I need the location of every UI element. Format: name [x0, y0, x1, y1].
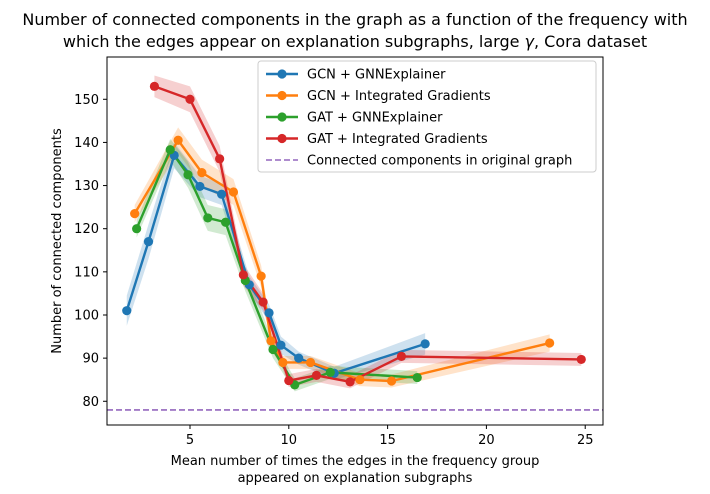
- point-gcn-gnnexplainer-7: [276, 340, 286, 350]
- y-tick-label-120: 120: [74, 222, 99, 237]
- point-gcn-integrated-gradients-10: [545, 338, 555, 348]
- point-gcn-gnnexplainer-3: [195, 181, 205, 192]
- y-tick-label-150: 150: [74, 93, 99, 108]
- x-tick-label-5: 5: [186, 433, 194, 448]
- y-axis-label: Number of connected components: [50, 128, 65, 354]
- point-gat-integrated-gradients-1: [185, 94, 195, 104]
- legend-label-gat-gnnexplainer: GAT + GNNExplainer: [307, 111, 443, 126]
- point-gat-gnnexplainer-0: [132, 224, 142, 234]
- point-gat-integrated-gradients-5: [284, 375, 294, 386]
- legend-marker-gat-gnnexplainer: [277, 112, 287, 122]
- band-gat-integrated-gradients: [154, 75, 582, 389]
- point-gat-gnnexplainer-9: [412, 372, 422, 383]
- y-tick-label-130: 130: [74, 179, 99, 194]
- point-gat-integrated-gradients-2: [215, 154, 225, 164]
- point-gcn-integrated-gradients-3: [228, 187, 239, 197]
- point-gcn-integrated-gradients-9: [386, 376, 397, 386]
- legend-marker-gat-integrated-gradients: [277, 133, 287, 144]
- point-gat-integrated-gradients-3: [238, 270, 248, 280]
- point-gat-integrated-gradients-0: [149, 81, 160, 91]
- point-gcn-gnnexplainer-8: [294, 353, 304, 363]
- legend-label-connected-components-in-original-graph: Connected components in original graph: [307, 154, 572, 169]
- point-gcn-integrated-gradients-4: [256, 271, 266, 281]
- point-gcn-integrated-gradients-2: [197, 168, 207, 178]
- y-tick-label-90: 90: [82, 352, 99, 367]
- y-tick-label-100: 100: [74, 308, 99, 323]
- point-gat-integrated-gradients-8: [396, 351, 407, 362]
- line-gat-integrated-gradients: [154, 85, 582, 384]
- legend-label-gcn-integrated-gradients: GCN + Integrated Gradients: [307, 89, 491, 104]
- legend-label-gcn-gnnexplainer: GCN + GNNExplainer: [307, 68, 446, 83]
- point-gat-gnnexplainer-2: [183, 170, 193, 180]
- point-gat-integrated-gradients-9: [576, 354, 586, 365]
- x-tick-label-25: 25: [577, 433, 594, 448]
- point-gcn-integrated-gradients-7: [305, 357, 316, 368]
- point-gat-integrated-gradients-6: [311, 370, 322, 380]
- x-tick-label-10: 10: [281, 433, 298, 448]
- point-gcn-integrated-gradients-0: [130, 209, 140, 219]
- legend: GCN + GNNExplainer GCN + Integrated Gradi…: [257, 60, 597, 173]
- point-gcn-gnnexplainer-1: [143, 237, 154, 247]
- point-gcn-integrated-gradients-8: [355, 375, 365, 385]
- point-gat-gnnexplainer-1: [165, 145, 175, 155]
- point-gat-gnnexplainer-3: [203, 213, 213, 223]
- line-gat-gnnexplainer: [135, 148, 418, 387]
- point-gcn-gnnexplainer-6: [264, 308, 274, 318]
- y-tick-label-110: 110: [74, 265, 99, 280]
- point-gcn-integrated-gradients-6: [278, 357, 288, 368]
- point-gcn-gnnexplainer-4: [217, 189, 227, 199]
- point-gcn-gnnexplainer-0: [122, 306, 132, 316]
- point-gat-integrated-gradients-4: [258, 297, 268, 307]
- point-gat-integrated-gradients-7: [345, 377, 355, 387]
- x-tick-label-15: 15: [379, 433, 396, 448]
- chart-title-line2: which the edges appear on explanation su…: [63, 32, 647, 51]
- x-axis-label-line1: Mean number of times the edges in the fr…: [171, 454, 540, 469]
- legend-marker-gcn-integrated-gradients: [277, 90, 287, 101]
- x-axis-label-line2: appeared on explanation subgraphs: [238, 471, 473, 486]
- chart-title-line1: Number of connected components in the gr…: [22, 10, 687, 29]
- x-tick-label-20: 20: [478, 433, 495, 448]
- y-tick-label-80: 80: [82, 395, 99, 410]
- y-tick-label-140: 140: [74, 136, 99, 151]
- legend-box: [257, 60, 597, 173]
- point-gat-gnnexplainer-4: [220, 217, 231, 227]
- point-gat-gnnexplainer-6: [268, 344, 278, 355]
- x-axis-ticks: 5 10 15 20 25: [186, 425, 594, 448]
- legend-label-gat-integrated-gradients: GAT + Integrated Gradients: [307, 132, 488, 147]
- legend-marker-gcn-gnnexplainer: [277, 69, 287, 79]
- legend-items: GCN + GNNExplainer GCN + Integrated Gradi…: [266, 68, 572, 169]
- series-points: [122, 81, 586, 390]
- point-gcn-integrated-gradients-1: [173, 135, 183, 145]
- point-gat-gnnexplainer-8: [325, 367, 335, 377]
- plot-frame: [106, 56, 604, 426]
- point-gcn-integrated-gradients-5: [266, 336, 276, 346]
- y-axis-ticks: 80 90 100 110 120 130 140 150: [74, 93, 107, 410]
- point-gcn-gnnexplainer-10: [420, 339, 430, 349]
